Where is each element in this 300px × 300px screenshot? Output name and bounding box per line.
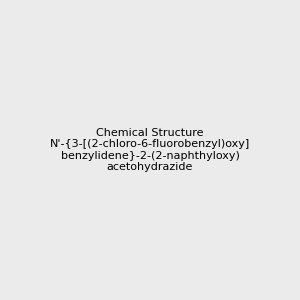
Text: Chemical Structure
N'-{3-[(2-chloro-6-fluorobenzyl)oxy]
benzylidene}-2-(2-naphth: Chemical Structure N'-{3-[(2-chloro-6-fl… — [50, 128, 250, 172]
